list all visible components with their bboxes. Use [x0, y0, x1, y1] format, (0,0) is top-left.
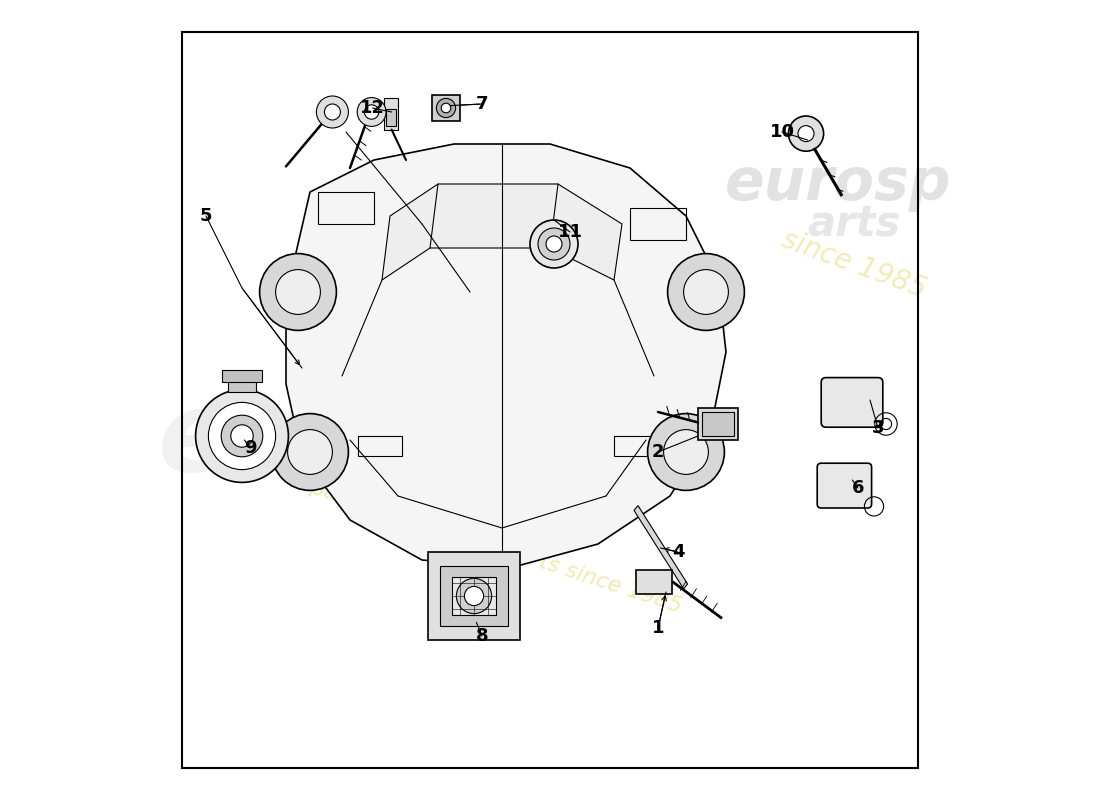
Circle shape [287, 430, 332, 474]
Text: arts: arts [807, 203, 901, 245]
Text: 4: 4 [672, 543, 684, 561]
Text: since 1985: since 1985 [778, 225, 930, 303]
Circle shape [317, 96, 349, 128]
Bar [222, 370, 262, 382]
Circle shape [276, 270, 320, 314]
Bar [386, 109, 396, 126]
Text: 9: 9 [244, 439, 256, 457]
Circle shape [231, 425, 253, 447]
Bar [428, 552, 520, 640]
Text: 6: 6 [851, 479, 865, 497]
Bar [431, 95, 461, 121]
Bar [228, 378, 256, 392]
Circle shape [456, 578, 492, 614]
Bar [358, 436, 402, 456]
Circle shape [437, 98, 455, 118]
Text: 10: 10 [770, 123, 794, 141]
Text: 11: 11 [558, 223, 583, 241]
Circle shape [221, 415, 263, 457]
Bar [698, 408, 738, 440]
Text: 3: 3 [871, 419, 884, 437]
Text: eurosp: eurosp [725, 155, 952, 213]
Circle shape [208, 402, 276, 470]
Circle shape [683, 270, 728, 314]
Circle shape [260, 254, 337, 330]
Circle shape [530, 220, 578, 268]
Polygon shape [286, 144, 726, 568]
Circle shape [324, 104, 340, 120]
Circle shape [789, 116, 824, 151]
Circle shape [464, 586, 484, 606]
Text: 1: 1 [651, 619, 664, 637]
Text: 5: 5 [200, 207, 212, 225]
FancyBboxPatch shape [817, 463, 871, 508]
Circle shape [196, 390, 288, 482]
Text: 7: 7 [475, 95, 488, 113]
Polygon shape [382, 184, 622, 280]
Circle shape [668, 254, 745, 330]
FancyBboxPatch shape [822, 378, 883, 427]
Circle shape [272, 414, 349, 490]
Text: eurosp: eurosp [158, 386, 590, 494]
Bar [614, 436, 658, 456]
Text: a passion for motor parts since 1985: a passion for motor parts since 1985 [288, 471, 684, 617]
Circle shape [663, 430, 708, 474]
Circle shape [546, 236, 562, 252]
Bar [384, 98, 398, 130]
Circle shape [538, 228, 570, 260]
Circle shape [798, 126, 814, 142]
Circle shape [364, 105, 378, 119]
Text: 12: 12 [360, 99, 385, 117]
Bar [636, 570, 672, 594]
Text: 2: 2 [651, 443, 664, 461]
Circle shape [441, 103, 451, 113]
Circle shape [358, 98, 386, 126]
Polygon shape [634, 506, 688, 589]
Bar [702, 412, 734, 436]
Bar [630, 208, 686, 240]
Bar [440, 566, 507, 626]
Bar [452, 577, 496, 615]
Text: 8: 8 [475, 627, 488, 645]
Bar [318, 192, 374, 224]
Circle shape [648, 414, 725, 490]
